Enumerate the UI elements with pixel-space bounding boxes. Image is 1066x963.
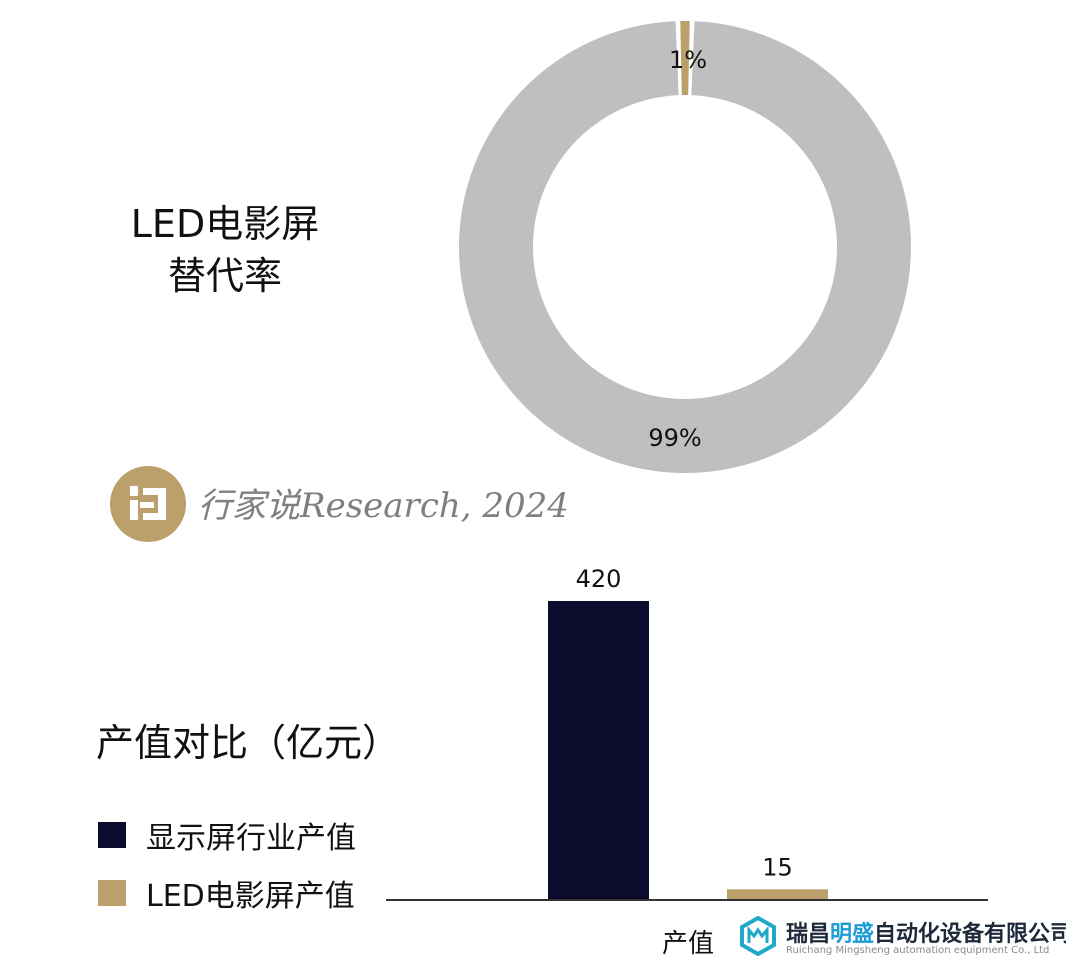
watermark-text: 行家说Research, 2024 bbox=[198, 486, 569, 526]
bar-1 bbox=[727, 889, 828, 900]
legend-item-led: LED电影屏产值 bbox=[98, 864, 356, 922]
bar-chart: 420 15 产值 bbox=[386, 565, 988, 959]
bar-legend: 显示屏行业产值 LED电影屏产值 bbox=[98, 806, 356, 922]
bar-value-label-0: 420 bbox=[576, 565, 622, 593]
donut-label-large: 99% bbox=[648, 424, 701, 452]
bar-0 bbox=[548, 601, 649, 900]
legend-label-display: 显示屏行业产值 bbox=[146, 821, 356, 856]
donut-chart: 1% 99% bbox=[459, 20, 911, 474]
legend-swatch-led bbox=[98, 880, 126, 906]
legend-item-display: 显示屏行业产值 bbox=[98, 806, 356, 864]
legend-label-led: LED电影屏产值 bbox=[146, 879, 355, 914]
x-tick-label: 产值 bbox=[662, 929, 714, 959]
company-footer: 瑞昌明盛自动化设备有限公司 Ruichang Mingsheng automat… bbox=[738, 914, 1066, 960]
donut-title-line-1: LED电影屏 bbox=[130, 202, 320, 246]
research-logo-icon bbox=[110, 466, 186, 542]
company-name-post: 自动化设备有限公司 bbox=[874, 922, 1066, 947]
donut-slice-0 bbox=[680, 20, 690, 96]
legend-swatch-display bbox=[98, 822, 126, 848]
watermark: 行家说Research, 2024 bbox=[110, 466, 570, 542]
donut-title: LED电影屏 替代率 bbox=[90, 198, 360, 302]
donut-label-small: 1% bbox=[669, 46, 707, 74]
donut-title-line-2: 替代率 bbox=[167, 254, 282, 298]
donut-slice-1 bbox=[459, 21, 911, 474]
company-name-pre: 瑞昌 bbox=[786, 922, 831, 947]
company-english-name: Ruichang Mingsheng automation equipment … bbox=[786, 945, 1050, 956]
company-logo-icon bbox=[740, 916, 776, 956]
bar-value-label-1: 15 bbox=[762, 853, 793, 881]
company-name-highlight: 明盛 bbox=[830, 922, 875, 947]
company-name: 瑞昌明盛自动化设备有限公司 bbox=[786, 916, 1066, 948]
bar-chart-title: 产值对比（亿元） bbox=[96, 721, 401, 765]
